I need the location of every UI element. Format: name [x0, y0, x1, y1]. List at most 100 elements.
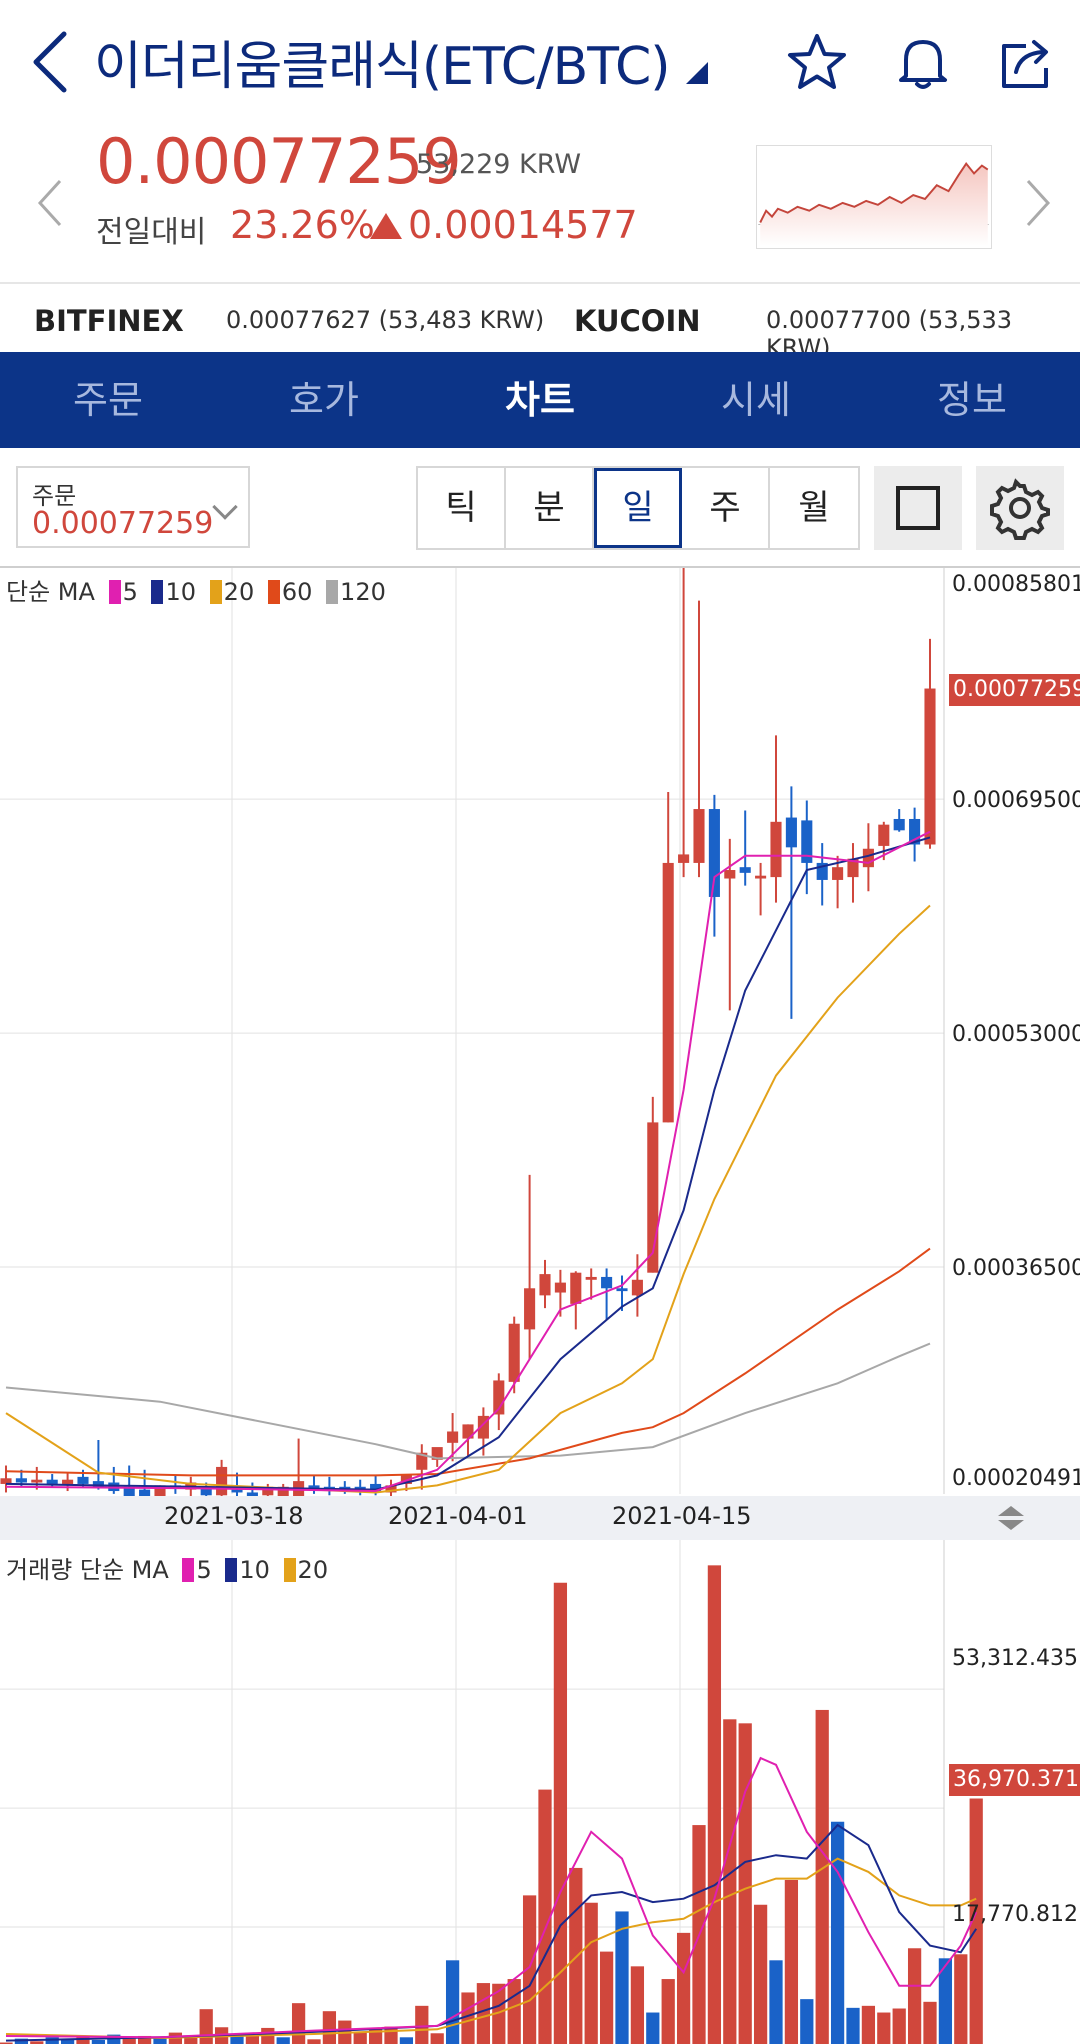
- candle-body: [801, 820, 813, 863]
- period-selector: 틱 분 일 주 월: [416, 466, 860, 550]
- date-axis-label: 2021-03-18: [164, 1502, 304, 1530]
- legend-item: 20: [223, 578, 255, 606]
- candle-body: [785, 817, 797, 848]
- candle-body: [755, 875, 767, 879]
- order-select-label: 주문: [32, 482, 77, 510]
- period-month[interactable]: 월: [798, 488, 830, 528]
- legend-item: 120: [340, 578, 386, 606]
- volume-ma-10-line: [5, 1823, 978, 2042]
- tab-info[interactable]: 정보: [937, 378, 1007, 422]
- period-week[interactable]: 주: [682, 468, 770, 548]
- volume-bar: [307, 2039, 321, 2044]
- candle-body: [0, 1478, 12, 1484]
- candle-body: [339, 1486, 351, 1489]
- volume-bar: [445, 1960, 460, 2044]
- sparkline-chart[interactable]: [756, 145, 992, 249]
- volume-bar: [415, 2005, 429, 2044]
- candle-body: [431, 1447, 443, 1460]
- tab-chart[interactable]: 차트: [505, 378, 575, 422]
- x-axis-bar: [0, 1496, 1080, 1540]
- volume-bar: [846, 2007, 860, 2044]
- caret-down-icon[interactable]: [686, 62, 708, 84]
- change-percent: 23.26%: [230, 203, 375, 247]
- order-select-value: 0.00077259: [32, 506, 214, 541]
- candle-body: [416, 1452, 428, 1470]
- price-ma-legend: 단순 MA 5 10 20 60 120: [6, 572, 386, 607]
- volume-bar: [14, 2038, 29, 2044]
- change-amount: 0.00014577: [408, 203, 638, 247]
- square-icon: [896, 486, 940, 530]
- volume-bar: [76, 2037, 90, 2044]
- volume-bar: [553, 1582, 568, 2044]
- price-ma-5-line: [5, 830, 931, 1493]
- bell-icon[interactable]: [890, 30, 956, 96]
- exchange-name: KUCOIN: [574, 304, 701, 338]
- tab-market-price[interactable]: 시세: [721, 378, 791, 422]
- share-icon[interactable]: [994, 30, 1060, 96]
- volume-bar: [877, 2012, 891, 2044]
- coin-title[interactable]: 이더리움클래식(ETC/BTC): [94, 37, 671, 97]
- volume-bar: [91, 2039, 106, 2044]
- volume-bar: [907, 1948, 922, 2044]
- volume-bar: [923, 2001, 937, 2044]
- volume-bar: [0, 2042, 13, 2044]
- volume-bar: [476, 1983, 491, 2044]
- settings-button[interactable]: [976, 466, 1064, 550]
- candle-body: [770, 821, 782, 878]
- candle-body: [216, 1466, 228, 1496]
- exchange-name: BITFINEX: [34, 304, 184, 338]
- volume-bar: [522, 1895, 537, 2044]
- volume-bar: [800, 1999, 814, 2044]
- candle-body: [601, 1276, 613, 1289]
- order-price-select[interactable]: 주문 0.00077259: [16, 466, 250, 548]
- date-axis-label: 2021-04-01: [388, 1502, 528, 1530]
- volume-axis-label: 53,312.435: [952, 1646, 1078, 1671]
- candle-body: [477, 1415, 489, 1439]
- chevron-down-icon: [212, 494, 238, 520]
- volume-bar: [599, 1951, 614, 2044]
- tab-bar: 주문 호가 차트 시세 정보: [0, 352, 1080, 448]
- tab-order[interactable]: 주문: [73, 378, 143, 422]
- candle-body: [447, 1431, 459, 1443]
- candle-body: [385, 1485, 397, 1493]
- chart-canvas[interactable]: [0, 568, 1080, 2044]
- legend-swatch: [209, 580, 222, 604]
- legend-swatch: [151, 580, 164, 604]
- volume-bar: [538, 1789, 552, 2044]
- current-price: 0.00077259: [96, 125, 462, 198]
- volume-bar: [291, 2003, 306, 2044]
- volume-ma-20-line: [5, 1857, 977, 2040]
- candle-body: [909, 818, 921, 845]
- candle-body: [308, 1485, 320, 1489]
- period-minute[interactable]: 분: [506, 468, 594, 548]
- volume-bar: [492, 1983, 506, 2044]
- fullscreen-button[interactable]: [874, 466, 962, 550]
- chart-area[interactable]: 단순 MA 5 10 20 60 120 0.00085801 0.000695…: [0, 566, 1080, 2044]
- change-label: 전일대비: [96, 215, 207, 250]
- candle-body: [924, 688, 936, 845]
- up-triangle-icon: [370, 213, 402, 239]
- legend-swatch: [267, 580, 280, 604]
- volume-bar: [938, 1958, 953, 2044]
- date-axis-label: 2021-04-15: [612, 1502, 752, 1530]
- tab-orderbook[interactable]: 호가: [289, 378, 359, 422]
- price-axis-label: 0.00085801: [952, 572, 1080, 597]
- period-day[interactable]: 일: [594, 468, 682, 548]
- volume-bar: [723, 1719, 737, 2044]
- price-ma-120-line: [5, 1342, 931, 1460]
- prev-coin-icon[interactable]: [36, 177, 64, 229]
- volume-bar: [122, 2038, 136, 2044]
- volume-bar: [107, 2034, 121, 2044]
- period-tick[interactable]: 틱: [418, 468, 506, 548]
- volume-bar: [815, 1709, 829, 2044]
- legend-item: 10: [165, 578, 197, 606]
- back-icon[interactable]: [28, 30, 72, 94]
- candle-body: [262, 1486, 274, 1496]
- exchange-prices: BITFINEX 0.00077627 (53,483 KRW) KUCOIN …: [0, 282, 1080, 362]
- star-icon[interactable]: [784, 30, 850, 96]
- volume-bar: [45, 2037, 59, 2044]
- next-coin-icon[interactable]: [1024, 177, 1052, 229]
- resize-handle-icon[interactable]: [996, 1504, 1026, 1532]
- candle-body: [524, 1288, 536, 1330]
- candle-body: [678, 854, 690, 863]
